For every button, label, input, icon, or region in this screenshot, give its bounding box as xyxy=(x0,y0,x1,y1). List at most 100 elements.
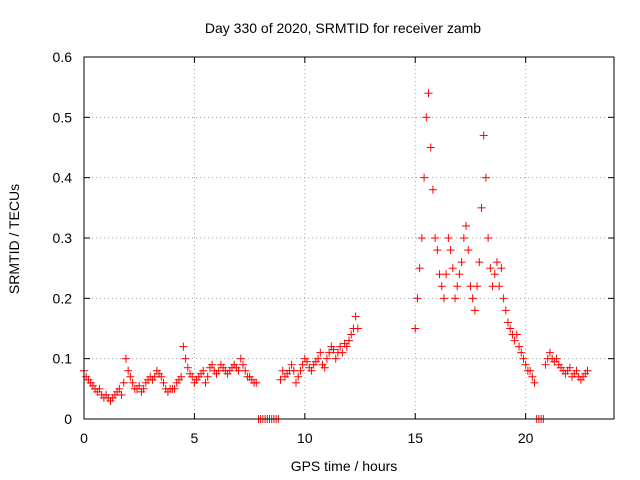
plot-frame xyxy=(83,56,615,420)
data-point xyxy=(179,342,188,351)
data-point xyxy=(347,330,356,339)
data-point xyxy=(424,89,433,98)
data-point xyxy=(294,372,303,381)
data-point xyxy=(572,366,581,375)
data-point xyxy=(353,324,362,333)
data-point xyxy=(528,372,537,381)
data-point xyxy=(177,372,186,381)
data-point xyxy=(121,354,130,363)
data-point xyxy=(95,384,104,393)
data-point xyxy=(170,384,179,393)
data-point xyxy=(208,360,217,369)
data-point xyxy=(236,354,245,363)
y-tick-label: 0.4 xyxy=(53,170,73,186)
data-point xyxy=(338,348,347,357)
x-tick-label: 5 xyxy=(191,430,199,446)
data-point xyxy=(468,294,477,303)
data-point xyxy=(183,363,192,372)
data-point xyxy=(135,381,144,390)
data-point xyxy=(545,348,554,357)
data-point xyxy=(519,354,528,363)
data-point xyxy=(526,366,535,375)
x-axis-label: GPS time / hours xyxy=(291,458,398,474)
data-point xyxy=(484,234,493,242)
data-point xyxy=(448,264,457,273)
data-point xyxy=(422,113,431,122)
data-point xyxy=(444,234,453,242)
data-point xyxy=(115,384,124,393)
data-point xyxy=(119,378,128,387)
data-point xyxy=(314,354,323,363)
data-point xyxy=(470,306,479,315)
data-point xyxy=(433,246,442,255)
data-point xyxy=(292,378,300,387)
data-point xyxy=(565,363,574,372)
data-point xyxy=(428,185,437,194)
data-point xyxy=(296,366,305,375)
data-points xyxy=(80,89,592,423)
data-point xyxy=(239,360,247,369)
data-point xyxy=(201,378,210,387)
data-point xyxy=(486,264,495,273)
data-point xyxy=(331,354,340,363)
data-point xyxy=(473,282,482,291)
data-point xyxy=(446,246,455,255)
data-point xyxy=(495,282,504,291)
x-tick-label: 15 xyxy=(407,430,423,446)
data-point xyxy=(464,246,473,255)
data-point xyxy=(307,366,316,375)
data-point xyxy=(117,390,126,399)
data-point xyxy=(199,366,208,375)
data-point xyxy=(541,360,550,369)
data-point xyxy=(241,366,250,375)
y-tick-label: 0.6 xyxy=(53,49,73,65)
data-point xyxy=(342,342,351,351)
data-point xyxy=(316,348,325,357)
data-point xyxy=(351,312,360,321)
data-point xyxy=(501,306,510,315)
data-point xyxy=(203,372,212,381)
data-point xyxy=(437,282,446,291)
data-point xyxy=(252,378,261,387)
data-point xyxy=(426,143,435,152)
data-point xyxy=(479,131,488,140)
data-point xyxy=(477,203,486,212)
data-point xyxy=(287,360,296,369)
data-point xyxy=(124,366,133,375)
grid-lines xyxy=(84,57,614,419)
data-point xyxy=(517,348,526,357)
data-point xyxy=(320,363,329,372)
data-point xyxy=(499,294,508,303)
y-tick-label: 0 xyxy=(64,411,72,427)
data-point xyxy=(413,294,422,303)
data-point xyxy=(181,354,190,363)
data-point xyxy=(521,360,530,369)
y-tick-label: 0.1 xyxy=(53,351,73,367)
data-point xyxy=(303,357,312,366)
x-tick-label: 0 xyxy=(80,430,88,446)
chart-title: Day 330 of 2020, SRMTID for receiver zam… xyxy=(205,20,481,36)
data-point xyxy=(515,342,524,351)
data-point xyxy=(583,366,592,375)
data-point xyxy=(512,330,521,339)
data-point xyxy=(139,384,148,393)
axis-ticks: 0 0.1 0.2 0.3 0.4 0.5 0.6 0 5 10 15 20 xyxy=(53,49,614,446)
data-point xyxy=(325,348,334,357)
data-point xyxy=(510,336,519,345)
data-point xyxy=(497,264,506,273)
data-point xyxy=(417,234,426,242)
data-point xyxy=(459,234,468,242)
data-point xyxy=(490,270,499,279)
data-point xyxy=(411,324,420,333)
data-point xyxy=(322,354,331,363)
data-point xyxy=(462,221,471,230)
y-tick-label: 0.5 xyxy=(53,109,73,125)
data-point xyxy=(455,270,464,279)
data-point xyxy=(126,372,135,381)
data-point xyxy=(442,270,451,279)
data-point xyxy=(475,258,484,267)
data-point xyxy=(415,264,424,273)
y-tick-label: 0.3 xyxy=(53,230,73,246)
data-point xyxy=(457,258,466,267)
